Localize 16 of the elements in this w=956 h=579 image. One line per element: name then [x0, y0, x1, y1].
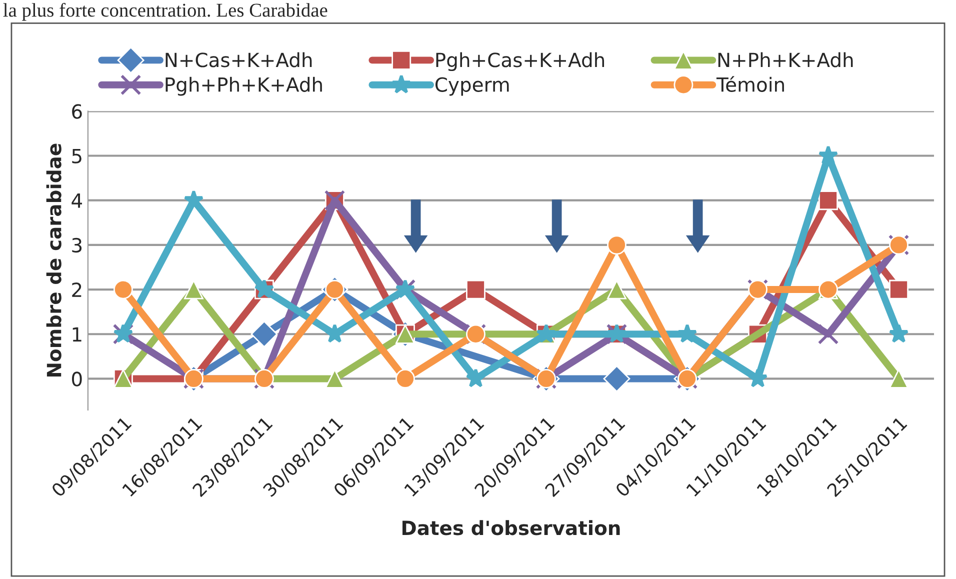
- legend-label: Cyperm: [435, 77, 509, 96]
- y-tick-label: 1: [72, 327, 82, 342]
- legend-label: Pgh+Ph+K+Adh: [166, 76, 322, 96]
- x-axis-title: Dates d'observation: [402, 520, 620, 536]
- y-tick-label: 4: [72, 194, 82, 208]
- text: la plus forte concentration. Les Carabidae: [3, 2, 328, 21]
- legend-label: N+Cas+K+Adh: [166, 52, 312, 68]
- y-tick-label: 0: [72, 372, 82, 386]
- y-tick-label: 6: [72, 104, 82, 119]
- y-tick-label: 2: [72, 282, 82, 297]
- legend-label: Pgh+Cas+K+Adh: [436, 52, 604, 72]
- legend-label: N+Ph+K+Adh: [718, 52, 853, 68]
- y-axis-title: Nombre de carabidae: [46, 144, 62, 376]
- y-tick-label: 3: [72, 238, 82, 253]
- legend-label: Témoin: [716, 76, 784, 92]
- y-tick-label: 5: [72, 148, 82, 164]
